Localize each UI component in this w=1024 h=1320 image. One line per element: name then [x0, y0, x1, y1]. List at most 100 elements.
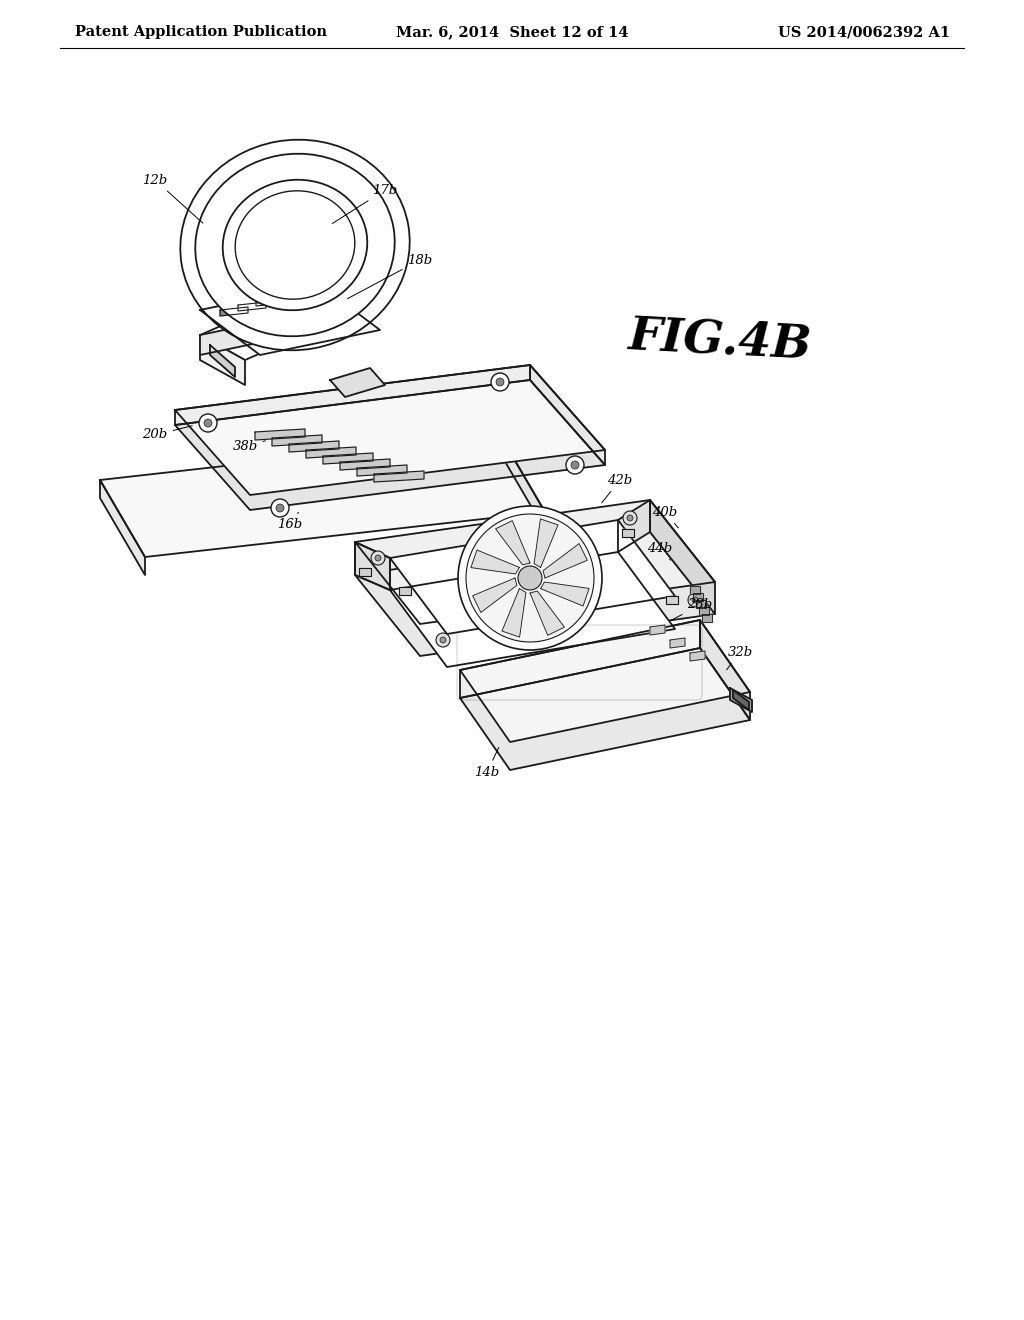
Text: Patent Application Publication: Patent Application Publication	[75, 25, 327, 40]
Text: 20b: 20b	[142, 425, 193, 441]
Circle shape	[627, 515, 633, 521]
Polygon shape	[292, 286, 319, 296]
Polygon shape	[306, 447, 356, 458]
Polygon shape	[355, 543, 390, 590]
Polygon shape	[530, 366, 605, 465]
Polygon shape	[399, 587, 411, 595]
Circle shape	[204, 418, 212, 426]
Text: 16b: 16b	[278, 512, 303, 532]
Polygon shape	[460, 648, 750, 770]
Polygon shape	[502, 589, 526, 638]
Ellipse shape	[236, 191, 355, 300]
Polygon shape	[460, 620, 700, 698]
Polygon shape	[530, 591, 564, 635]
Circle shape	[571, 461, 579, 469]
Text: 14b: 14b	[474, 747, 500, 779]
Text: 32b: 32b	[727, 645, 753, 669]
Polygon shape	[175, 366, 605, 495]
Polygon shape	[535, 519, 558, 568]
Circle shape	[518, 566, 542, 590]
Polygon shape	[700, 620, 750, 719]
Ellipse shape	[222, 180, 368, 310]
Circle shape	[692, 597, 698, 603]
Polygon shape	[693, 593, 703, 601]
Polygon shape	[355, 543, 390, 590]
Polygon shape	[255, 429, 305, 440]
Polygon shape	[272, 436, 322, 446]
Polygon shape	[622, 529, 634, 537]
Polygon shape	[323, 453, 373, 465]
Polygon shape	[541, 582, 589, 606]
Polygon shape	[733, 690, 749, 710]
Polygon shape	[650, 624, 665, 635]
Circle shape	[276, 504, 284, 512]
Polygon shape	[496, 520, 530, 565]
Circle shape	[271, 499, 289, 517]
Polygon shape	[650, 500, 715, 614]
Polygon shape	[200, 335, 245, 385]
Circle shape	[688, 593, 702, 607]
Polygon shape	[355, 532, 715, 656]
Polygon shape	[220, 308, 248, 315]
Circle shape	[199, 414, 217, 432]
Polygon shape	[690, 586, 700, 594]
Polygon shape	[666, 597, 678, 605]
Polygon shape	[340, 459, 390, 470]
Circle shape	[375, 554, 381, 561]
Polygon shape	[699, 607, 709, 615]
Polygon shape	[200, 285, 380, 355]
Text: 18b: 18b	[347, 253, 432, 298]
Ellipse shape	[180, 140, 410, 350]
Circle shape	[440, 638, 446, 643]
Polygon shape	[730, 688, 752, 711]
Polygon shape	[500, 436, 545, 531]
Circle shape	[623, 511, 637, 525]
Text: FIG.4B: FIG.4B	[627, 313, 813, 368]
Polygon shape	[300, 290, 355, 335]
Polygon shape	[256, 297, 284, 306]
Polygon shape	[330, 368, 385, 397]
Polygon shape	[702, 614, 712, 622]
Text: 42b: 42b	[602, 474, 633, 503]
Polygon shape	[390, 552, 675, 667]
Polygon shape	[210, 345, 234, 378]
Ellipse shape	[196, 153, 394, 337]
Text: 40b: 40b	[652, 506, 678, 528]
Polygon shape	[200, 285, 360, 360]
Polygon shape	[274, 292, 302, 301]
Polygon shape	[473, 578, 517, 612]
Text: 38b: 38b	[232, 441, 265, 454]
Circle shape	[490, 374, 509, 391]
Text: US 2014/0062392 A1: US 2014/0062392 A1	[778, 25, 950, 40]
Text: 17b: 17b	[333, 183, 397, 223]
Circle shape	[466, 513, 594, 642]
Polygon shape	[390, 520, 675, 634]
Polygon shape	[357, 465, 407, 477]
Polygon shape	[374, 471, 424, 482]
Polygon shape	[690, 651, 705, 661]
Polygon shape	[289, 441, 339, 451]
Polygon shape	[319, 300, 345, 325]
Circle shape	[436, 634, 450, 647]
Polygon shape	[696, 601, 706, 609]
Polygon shape	[355, 500, 715, 624]
Text: 28b: 28b	[671, 598, 713, 620]
Polygon shape	[175, 366, 530, 425]
Circle shape	[566, 455, 584, 474]
Polygon shape	[670, 638, 685, 648]
Text: Mar. 6, 2014  Sheet 12 of 14: Mar. 6, 2014 Sheet 12 of 14	[395, 25, 629, 40]
Circle shape	[496, 378, 504, 385]
Polygon shape	[238, 302, 266, 312]
Polygon shape	[200, 310, 319, 355]
Polygon shape	[543, 544, 588, 578]
Circle shape	[458, 506, 602, 649]
Text: 12b: 12b	[142, 173, 203, 223]
Polygon shape	[471, 550, 519, 574]
Polygon shape	[175, 380, 605, 510]
Text: 44b: 44b	[647, 541, 673, 560]
Circle shape	[371, 550, 385, 565]
Polygon shape	[359, 568, 371, 576]
Polygon shape	[460, 620, 750, 742]
Polygon shape	[100, 436, 545, 557]
Polygon shape	[618, 500, 650, 552]
